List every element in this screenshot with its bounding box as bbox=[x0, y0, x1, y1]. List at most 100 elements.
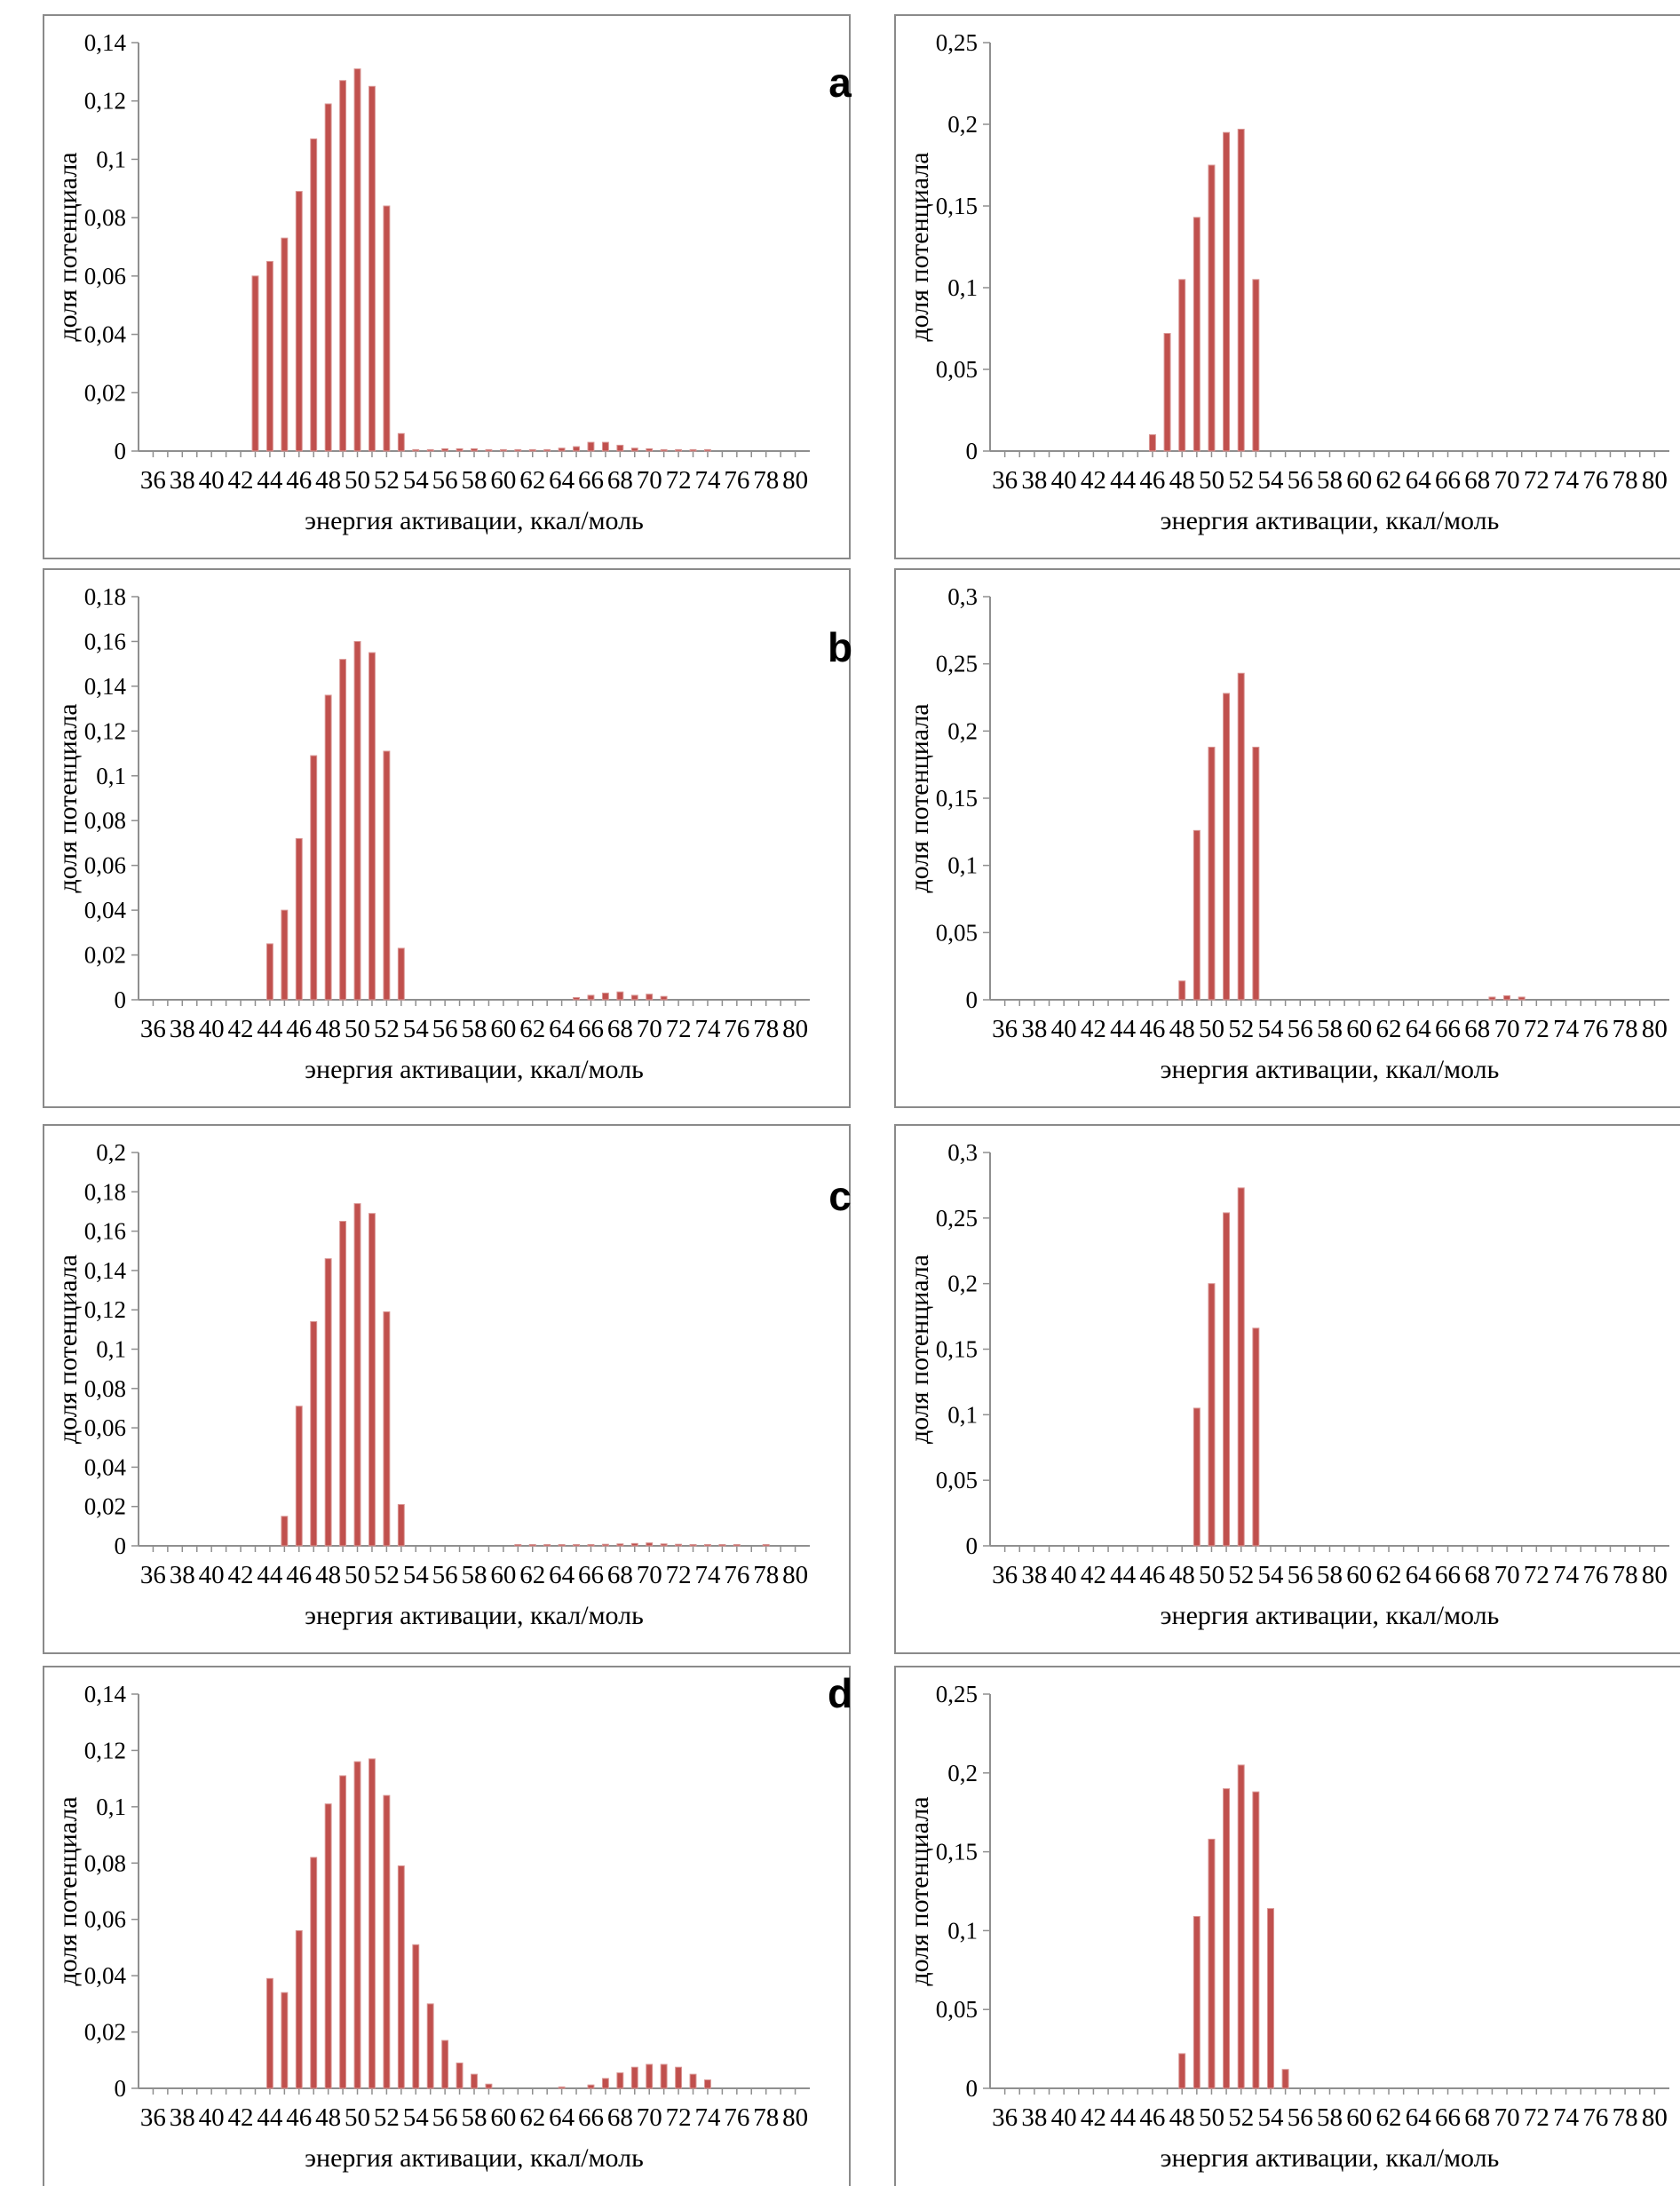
x-tick-label: 58 bbox=[1317, 1015, 1343, 1043]
x-tick-label: 54 bbox=[1257, 466, 1284, 495]
x-tick-label: 78 bbox=[1613, 466, 1638, 495]
x-axis-title: энергия активации, ккал/моль bbox=[305, 2143, 644, 2173]
bar-69 bbox=[630, 994, 638, 1001]
x-tick-label: 50 bbox=[345, 1561, 370, 1589]
x-tick-label: 42 bbox=[1081, 466, 1106, 495]
y-tick-label: 0,2 bbox=[947, 717, 978, 744]
y-axis: 0 0,02 0,04 0,06 0,08 0,1 0,12 0,14 0,16 0,18 bbox=[84, 583, 139, 1013]
x-tick-label: 46 bbox=[1139, 466, 1165, 495]
x-tick-label: 72 bbox=[1524, 2103, 1549, 2132]
y-tick-label: 0,25 bbox=[936, 1681, 978, 1707]
bar-54 bbox=[412, 1944, 420, 2089]
y-tick-label: 0 bbox=[966, 1533, 979, 1559]
x-tick-label: 62 bbox=[519, 1561, 545, 1589]
x-tick-label: 44 bbox=[257, 2103, 283, 2132]
bar-51 bbox=[368, 1758, 376, 2089]
bars bbox=[265, 640, 668, 1001]
x-tick-label: 80 bbox=[782, 1015, 808, 1043]
x-tick-label: 78 bbox=[753, 466, 779, 495]
y-axis: 0 0,05 0,1 0,15 0,2 0,25 bbox=[936, 1681, 991, 2102]
x-tick-label: 44 bbox=[257, 1015, 283, 1043]
bar-49 bbox=[339, 659, 347, 1001]
x-tick-label: 66 bbox=[578, 2103, 604, 2132]
x-tick-label: 54 bbox=[1257, 2103, 1284, 2132]
x-tick-label: 50 bbox=[345, 1015, 370, 1043]
bar-53 bbox=[1252, 746, 1260, 1001]
y-axis-title: доля потенциала bbox=[53, 1255, 83, 1444]
x-tick-label: 44 bbox=[1110, 2103, 1137, 2132]
bars bbox=[1178, 1764, 1289, 2089]
bar-50 bbox=[353, 1761, 361, 2089]
bar-46 bbox=[295, 1929, 303, 2089]
bars bbox=[1148, 129, 1260, 452]
y-tick-label: 0,14 bbox=[84, 1257, 127, 1284]
x-tick-label: 80 bbox=[782, 2103, 808, 2132]
x-tick-label: 78 bbox=[1613, 1561, 1638, 1589]
x-tick-label: 40 bbox=[1051, 1015, 1077, 1043]
bar-48 bbox=[324, 103, 332, 452]
bar-51 bbox=[368, 85, 376, 452]
x-tick-label: 48 bbox=[1169, 1015, 1195, 1043]
bar-45 bbox=[281, 1992, 289, 2089]
x-tick-label: 38 bbox=[170, 466, 195, 495]
x-tick-label: 74 bbox=[1553, 1561, 1580, 1589]
x-tick-label: 64 bbox=[1406, 466, 1432, 495]
y-tick-label: 0,12 bbox=[84, 717, 126, 744]
x-tick-label: 52 bbox=[374, 1561, 400, 1589]
bar-65 bbox=[573, 446, 580, 452]
x-axis: 36 38 40 42 44 46 48 50 52 54 56 58 60 62 64 66 68 70 72 74… bbox=[139, 999, 810, 1043]
bar-47 bbox=[310, 138, 318, 452]
x-tick-label: 72 bbox=[1524, 1561, 1549, 1589]
bar-chart-d-left: 0 0,02 0,04 0,06 0,08 0,1 0,12 0,14 36 38 40 42 44 46… bbox=[53, 1681, 810, 2173]
x-tick-label: 44 bbox=[1110, 1561, 1137, 1589]
bar-51 bbox=[1223, 693, 1231, 1001]
y-tick-label: 0,1 bbox=[96, 1336, 126, 1363]
bar-46 bbox=[295, 1406, 303, 1547]
bar-46 bbox=[1148, 434, 1156, 452]
y-tick-label: 0,2 bbox=[947, 111, 978, 138]
bar-54 bbox=[412, 448, 420, 452]
y-tick-label: 0,08 bbox=[84, 1849, 126, 1876]
x-tick-label: 74 bbox=[1553, 1015, 1580, 1043]
bar-68 bbox=[616, 1543, 624, 1547]
y-tick-label: 0,15 bbox=[936, 785, 978, 812]
bar-51 bbox=[1223, 1212, 1231, 1547]
x-tick-label: 70 bbox=[1494, 2103, 1520, 2132]
y-tick-label: 0,1 bbox=[96, 763, 126, 789]
row-label-c: c bbox=[828, 1173, 852, 1219]
bar-chart-b-right: 0 0,05 0,1 0,15 0,2 0,25 0,3 36 38 40 42 44 46 48 50 52… bbox=[905, 583, 1669, 1084]
x-tick-label: 50 bbox=[1199, 466, 1224, 495]
chart-panel-c-left: 0 0,02 0,04 0,06 0,08 0,1 0,12 0,14 0,16 0,18 0,2 3… bbox=[43, 1124, 851, 1654]
y-tick-label: 0,18 bbox=[84, 1178, 126, 1205]
x-tick-label: 36 bbox=[992, 2103, 1018, 2132]
x-tick-label: 66 bbox=[1435, 466, 1461, 495]
chart-panel-b-left: 0 0,02 0,04 0,06 0,08 0,1 0,12 0,14 0,16 0,18 36 38… bbox=[43, 568, 851, 1108]
x-tick-label: 66 bbox=[1435, 1015, 1461, 1043]
x-tick-label: 38 bbox=[170, 1015, 195, 1043]
bar-49 bbox=[1193, 217, 1201, 452]
x-tick-label: 60 bbox=[490, 1015, 516, 1043]
x-tick-label: 36 bbox=[140, 1015, 166, 1043]
x-tick-label: 46 bbox=[286, 1561, 312, 1589]
x-tick-label: 46 bbox=[286, 2103, 312, 2132]
bar-chart-b-left: 0 0,02 0,04 0,06 0,08 0,1 0,12 0,14 0,16 0,18 36 38… bbox=[53, 583, 810, 1084]
y-tick-label: 0,14 bbox=[84, 673, 127, 700]
bar-52 bbox=[383, 750, 391, 1001]
bar-chart-c-right: 0 0,05 0,1 0,15 0,2 0,25 0,3 36 38 40 42 44 46 48 50 52… bbox=[905, 1139, 1669, 1630]
bar-48 bbox=[1178, 2053, 1186, 2089]
bar-70 bbox=[646, 1542, 654, 1547]
bar-53 bbox=[397, 1865, 405, 2089]
x-axis-title: энергия активации, ккал/моль bbox=[1161, 1601, 1500, 1630]
x-tick-label: 80 bbox=[1642, 1015, 1668, 1043]
y-tick-label: 0,3 bbox=[947, 583, 978, 610]
bar-60 bbox=[499, 448, 507, 452]
x-tick-label: 54 bbox=[403, 1015, 430, 1043]
y-tick-label: 0,06 bbox=[84, 1906, 126, 1933]
x-tick-label: 54 bbox=[403, 1561, 430, 1589]
x-tick-label: 42 bbox=[1081, 1561, 1106, 1589]
x-axis: 36 38 40 42 44 46 48 50 52 54 56 58 60 62 64 66 68 70 72 74… bbox=[990, 2087, 1669, 2132]
bar-68 bbox=[616, 991, 624, 1001]
x-tick-label: 56 bbox=[432, 1561, 458, 1589]
bar-52 bbox=[1237, 672, 1245, 1001]
y-tick-label: 0,06 bbox=[84, 263, 126, 289]
